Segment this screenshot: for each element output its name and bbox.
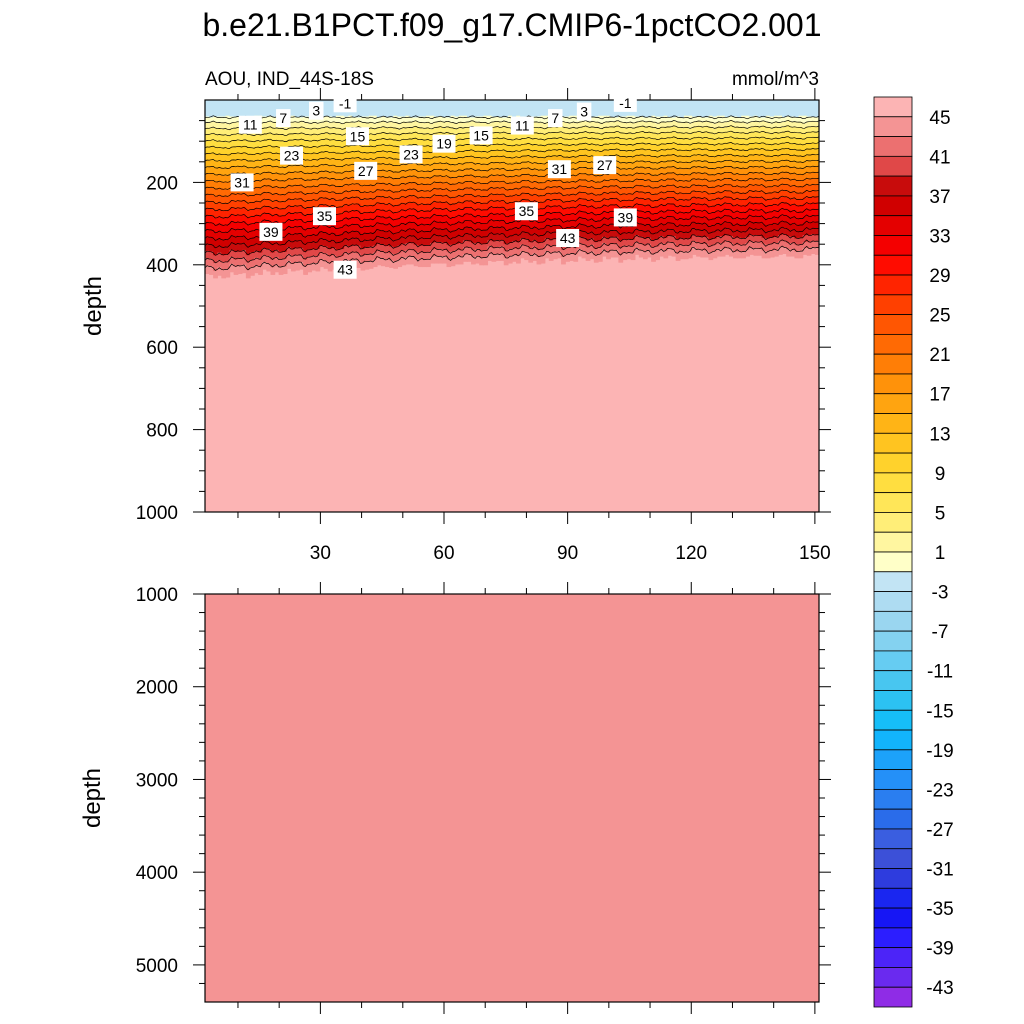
contour-cell (209, 273, 214, 274)
left-subtitle: AOU, IND_44S-18S (205, 69, 374, 90)
right-subtitle: mmol/m^3 (732, 69, 819, 90)
chart-title: b.e21.B1PCT.f09_g17.CMIP6-1pctCO2.001 (202, 7, 821, 43)
figure: b.e21.B1PCT.f09_g17.CMIP6-1pctCO2.001 AO… (0, 0, 1024, 1024)
contour-cell (205, 273, 210, 274)
contour-cell (234, 273, 239, 274)
contour-cell (213, 277, 218, 278)
contour-cell (230, 271, 235, 272)
contour-cell (238, 273, 243, 274)
contour-cell (217, 274, 222, 275)
contour-cell (221, 277, 226, 278)
contour-cell (225, 276, 230, 277)
